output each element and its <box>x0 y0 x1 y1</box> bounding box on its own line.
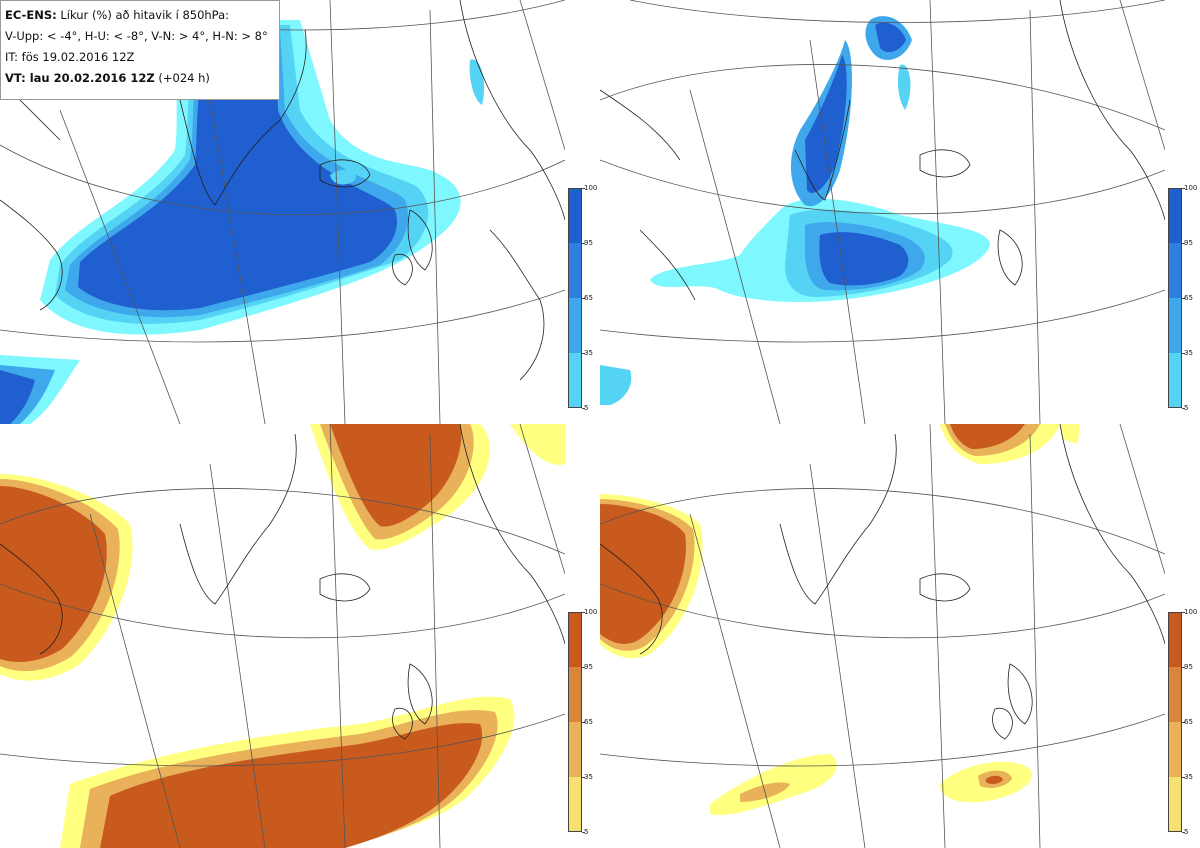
colorbar-tick-mark <box>582 298 585 299</box>
colorbar-tick-mark <box>582 612 585 613</box>
map-panel-h-u <box>600 0 1165 424</box>
colorbar-tick-label: 5 <box>584 828 589 836</box>
map-v-n <box>0 424 565 848</box>
colorbar-tick-mark <box>582 722 585 723</box>
colorbar-segment <box>1168 722 1182 777</box>
colorbar-tick-label: 100 <box>584 608 598 616</box>
colorbar-segment <box>1168 777 1182 832</box>
map-panel-h-n <box>600 424 1165 848</box>
colorbar-tick-mark <box>1182 188 1185 189</box>
map-panel-v-n <box>0 424 565 848</box>
info-valid-time: VT: lau 20.02.2016 12Z (+024 h) <box>5 71 210 85</box>
colorbar-segment <box>568 298 582 353</box>
info-thresholds: V-Upp: < -4°, H-U: < -8°, V-N: > 4°, H-N… <box>5 29 268 43</box>
colorbar-blue-right: 100 95 65 35 5 <box>1168 184 1197 412</box>
coastlines <box>600 0 1165 301</box>
colorbar-tick-label: 100 <box>584 184 598 192</box>
colorbar-tick-label: 5 <box>1184 404 1189 412</box>
map-panel-v-upp: EC-ENS: Líkur (%) að hitavik í 850hPa: V… <box>0 0 565 424</box>
colorbar-tick-mark <box>1182 408 1185 409</box>
colorbar-frame <box>568 612 582 832</box>
colorbar-tick-mark <box>582 408 585 409</box>
colorbar-blue-left: 100 95 65 35 5 <box>568 184 597 412</box>
info-title: EC-ENS: Líkur (%) að hitavik í 850hPa: <box>5 8 230 22</box>
colorbar-segment <box>1168 667 1182 722</box>
colorbar-segment <box>1168 298 1182 353</box>
prob-field-blue <box>0 20 485 424</box>
coastlines <box>0 0 565 381</box>
colorbar-tick-mark <box>1182 612 1185 613</box>
colorbar-segment <box>1168 188 1182 243</box>
colorbar-segment <box>568 243 582 298</box>
prob-field-orange <box>0 424 565 848</box>
colorbar-segment <box>568 667 582 722</box>
colorbar-tick-label: 95 <box>584 239 593 247</box>
colorbar-tick-mark <box>1182 777 1185 778</box>
graticule <box>600 0 1165 424</box>
colorbar-segment <box>1168 243 1182 298</box>
colorbar-tick-label: 5 <box>1184 828 1189 836</box>
colorbar-tick-mark <box>582 777 585 778</box>
colorbar-tick-label: 5 <box>584 404 589 412</box>
colorbar-frame <box>1168 188 1182 408</box>
colorbar-tick-label: 65 <box>584 294 593 302</box>
colorbar-tick-mark <box>1182 722 1185 723</box>
colorbar-tick-mark <box>582 832 585 833</box>
colorbar-tick-label: 65 <box>1184 294 1193 302</box>
colorbar-orange-right: 100 95 65 35 5 <box>1168 608 1197 836</box>
colorbar-tick-mark <box>1182 243 1185 244</box>
colorbar-tick-label: 35 <box>584 349 593 357</box>
colorbar-tick-label: 35 <box>1184 349 1193 357</box>
colorbar-tick-mark <box>1182 832 1185 833</box>
colorbar-segment <box>1168 353 1182 408</box>
colorbar-segment <box>568 188 582 243</box>
colorbar-tick-label: 95 <box>584 663 593 671</box>
colorbar-tick-label: 100 <box>1184 608 1198 616</box>
map-v-upp <box>0 0 565 424</box>
map-h-n <box>600 424 1165 848</box>
colorbar-segment <box>568 353 582 408</box>
coastlines <box>600 424 1165 740</box>
colorbar-tick-label: 35 <box>1184 773 1193 781</box>
prob-field-blue <box>600 16 990 405</box>
colorbar-tick-label: 65 <box>584 718 593 726</box>
colorbar-tick-label: 100 <box>1184 184 1198 192</box>
colorbar-tick-mark <box>1182 667 1185 668</box>
colorbar-tick-label: 35 <box>584 773 593 781</box>
colorbar-segment <box>568 777 582 832</box>
colorbar-tick-mark <box>1182 298 1185 299</box>
colorbar-tick-mark <box>582 243 585 244</box>
colorbar-tick-mark <box>582 667 585 668</box>
info-box: EC-ENS: Líkur (%) að hitavik í 850hPa: V… <box>0 0 280 100</box>
prob-field-orange <box>600 424 1080 815</box>
graticule <box>0 424 565 848</box>
colorbar-tick-mark <box>1182 353 1185 354</box>
colorbar-tick-label: 95 <box>1184 663 1193 671</box>
colorbar-tick-mark <box>582 188 585 189</box>
graticule <box>600 424 1165 848</box>
info-initial-time: IT: fös 19.02.2016 12Z <box>5 50 135 64</box>
colorbar-segment <box>568 612 582 667</box>
colorbar-frame <box>1168 612 1182 832</box>
colorbar-segment <box>1168 612 1182 667</box>
map-h-u <box>600 0 1165 424</box>
coastlines <box>0 424 565 740</box>
colorbar-segment <box>568 722 582 777</box>
colorbar-tick-mark <box>582 353 585 354</box>
colorbar-orange-left: 100 95 65 35 5 <box>568 608 597 836</box>
colorbar-tick-label: 95 <box>1184 239 1193 247</box>
colorbar-frame <box>568 188 582 408</box>
colorbar-tick-label: 65 <box>1184 718 1193 726</box>
